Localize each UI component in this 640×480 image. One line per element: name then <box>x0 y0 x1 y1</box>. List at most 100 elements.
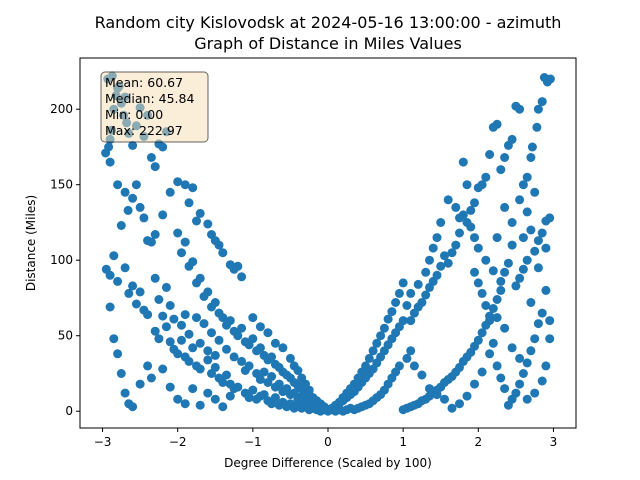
data-point <box>518 264 528 274</box>
data-point <box>180 310 190 320</box>
data-point <box>530 246 540 256</box>
x-tick-label: −2 <box>169 435 187 449</box>
data-point <box>210 394 220 404</box>
x-tick-label: −3 <box>94 435 112 449</box>
data-point <box>192 216 201 226</box>
data-point <box>530 334 540 344</box>
data-point <box>255 322 265 332</box>
data-point <box>165 301 175 310</box>
data-point <box>545 334 555 344</box>
data-point <box>270 338 280 348</box>
data-point <box>515 353 525 363</box>
data-point <box>455 399 464 409</box>
data-point <box>146 373 156 383</box>
x-tick-label: 3 <box>550 435 558 449</box>
data-point <box>222 344 231 354</box>
data-point <box>455 228 464 238</box>
data-point <box>104 142 114 152</box>
y-tick-label: 50 <box>58 329 73 343</box>
data-point <box>218 402 228 412</box>
data-point <box>485 349 495 359</box>
data-point <box>293 366 303 375</box>
data-point <box>458 157 468 167</box>
data-point <box>541 285 551 295</box>
data-point <box>470 267 479 277</box>
data-point <box>402 353 412 363</box>
data-point <box>526 153 536 162</box>
data-point <box>440 251 449 261</box>
data-point <box>123 205 133 215</box>
data-point <box>244 393 254 403</box>
data-point <box>233 261 243 271</box>
data-point <box>131 299 141 309</box>
data-point <box>113 276 123 286</box>
data-point <box>500 202 510 212</box>
data-point <box>222 370 231 380</box>
data-point <box>425 282 434 292</box>
data-point <box>131 180 141 190</box>
y-axis-ticks: 0 50 100 150 200 <box>50 102 80 418</box>
data-point <box>158 142 168 152</box>
data-point <box>128 281 138 291</box>
data-point <box>530 187 540 197</box>
data-point <box>161 282 171 292</box>
data-point <box>485 150 495 159</box>
data-point <box>173 349 183 359</box>
chart-title-line-1: Random city Kislovodsk at 2024-05-16 13:… <box>95 13 562 32</box>
data-point <box>481 301 491 310</box>
data-point <box>527 142 537 152</box>
data-point <box>195 208 205 218</box>
data-point <box>113 180 123 190</box>
data-point <box>319 403 329 413</box>
data-point <box>466 205 476 215</box>
data-point <box>417 370 427 380</box>
data-point <box>537 97 547 107</box>
data-point <box>225 316 235 326</box>
data-point <box>432 233 442 243</box>
data-point <box>203 346 213 356</box>
stats-max: Max: 222.97 <box>105 123 183 138</box>
data-point <box>109 251 119 261</box>
data-point <box>447 403 457 413</box>
data-point <box>455 213 464 223</box>
data-point <box>207 328 216 338</box>
data-point <box>451 202 461 212</box>
data-point <box>116 369 126 378</box>
data-point <box>150 326 160 336</box>
data-point <box>177 320 186 330</box>
data-point <box>165 187 175 197</box>
data-point <box>447 248 457 258</box>
data-point <box>402 301 412 310</box>
data-point <box>492 361 502 371</box>
data-point <box>541 243 551 253</box>
data-point <box>195 400 205 410</box>
data-point <box>488 304 498 313</box>
x-tick-label: 1 <box>399 435 407 449</box>
stats-min: Min: 0.00 <box>105 107 163 122</box>
data-point <box>537 376 547 386</box>
data-point <box>530 388 540 398</box>
data-point <box>248 385 258 395</box>
data-point <box>526 346 536 356</box>
stats-box: Mean: 60.67 Median: 45.84 Min: 0.00 Max:… <box>100 71 209 143</box>
data-point <box>203 355 213 365</box>
data-point <box>109 334 119 344</box>
data-point <box>451 240 461 250</box>
data-point <box>203 388 213 398</box>
data-point <box>259 367 269 377</box>
data-point <box>488 338 498 348</box>
data-point <box>150 162 160 172</box>
data-point <box>518 180 528 190</box>
data-point <box>225 391 235 401</box>
data-point <box>440 394 449 404</box>
data-point <box>500 323 510 333</box>
data-point <box>500 267 510 277</box>
data-point <box>203 287 213 297</box>
data-point <box>428 243 438 253</box>
data-point <box>541 361 551 371</box>
data-point <box>285 353 295 363</box>
data-point <box>413 279 423 289</box>
data-point <box>210 362 220 372</box>
data-point <box>184 329 194 339</box>
